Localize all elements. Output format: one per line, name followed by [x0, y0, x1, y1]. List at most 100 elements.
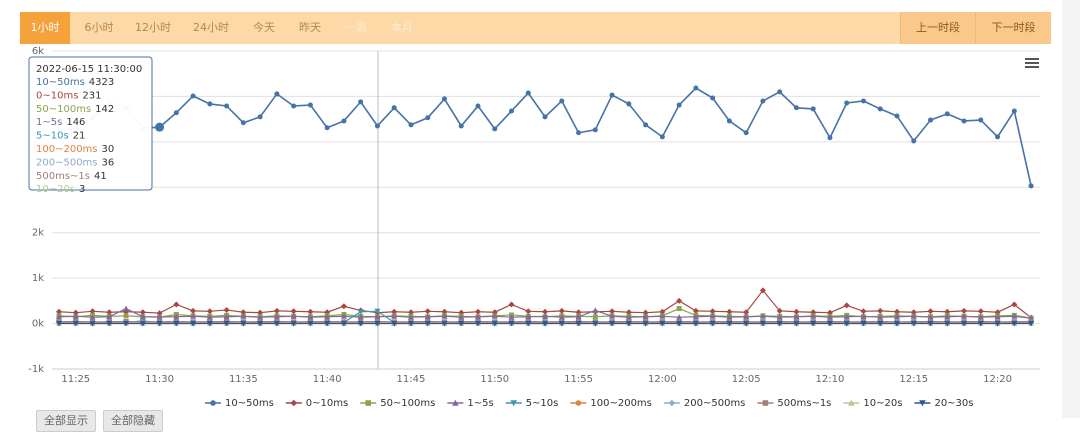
x-tick-label: 12:20 [983, 374, 1012, 385]
tooltip-value: 3 [79, 184, 85, 195]
legend-marker [763, 400, 769, 406]
data-point [877, 308, 883, 314]
data-point [543, 114, 548, 119]
legend-marker [576, 400, 582, 406]
data-point [961, 308, 967, 314]
x-tick-label: 11:50 [480, 374, 509, 385]
data-point [408, 122, 413, 127]
data-point [844, 101, 849, 106]
tooltip-value: 21 [73, 131, 86, 142]
x-tick-label: 11:25 [61, 374, 90, 385]
tooltip-row: 10~50ms 4323 [36, 77, 114, 88]
legend-label: 10~50ms [225, 398, 274, 409]
data-point [626, 101, 631, 106]
legend-label: 1~5s [467, 398, 493, 409]
data-point [173, 301, 179, 307]
tooltip-value: 36 [102, 157, 115, 168]
tooltip-title: 2022-06-15 11:30:00 [36, 64, 142, 75]
toggle-button[interactable]: 全部显示 [36, 410, 96, 432]
data-point [559, 98, 564, 103]
data-point [358, 99, 363, 104]
data-point [442, 96, 447, 101]
data-point [995, 134, 1000, 139]
menu-icon [1025, 66, 1039, 68]
data-point [945, 111, 950, 116]
tooltip-series-name: 50~100ms [36, 104, 91, 115]
data-point [258, 114, 263, 119]
legend-label: 5~10s [526, 398, 559, 409]
data-point [693, 86, 698, 91]
tooltip-series-name: 500ms~1s [36, 171, 90, 182]
data-point [425, 308, 431, 314]
data-point [307, 309, 313, 315]
x-tick-label: 12:15 [899, 374, 928, 385]
y-tick-label: 0k [32, 319, 44, 330]
data-point [593, 127, 598, 132]
data-point [710, 96, 715, 101]
data-point [861, 98, 866, 103]
data-point [878, 106, 883, 111]
data-point [274, 91, 279, 96]
data-point [425, 115, 430, 120]
toggle-button[interactable]: 全部隐藏 [103, 410, 163, 432]
data-point [123, 306, 129, 312]
data-point [476, 103, 481, 108]
data-point [677, 103, 682, 108]
x-tick-label: 11:35 [229, 374, 258, 385]
legend-marker [290, 400, 297, 407]
y-tick-label: 2k [32, 228, 44, 239]
data-point [559, 308, 565, 314]
legend-label: 500ms~1s [777, 398, 831, 409]
chart: -1k0k1k2k3k4k5k6k11:2511:3011:3511:4011:… [0, 0, 1060, 418]
y-tick-label: 1k [32, 273, 44, 284]
scrollbar [1062, 0, 1080, 418]
data-point [978, 118, 983, 123]
tooltip-value: 4323 [89, 77, 114, 88]
data-point [341, 118, 346, 123]
y-tick-label: 6k [32, 46, 44, 57]
data-point [224, 103, 229, 108]
data-point [241, 120, 246, 125]
data-point [744, 130, 749, 135]
tooltip-row: 0~10ms 231 [36, 90, 102, 101]
data-point [291, 103, 296, 108]
tooltip-series-name: 1~5s [36, 117, 62, 128]
data-point [325, 125, 330, 130]
legend-label: 200~500ms [684, 398, 746, 409]
data-point [224, 307, 230, 313]
legend-label: 20~30s [934, 398, 973, 409]
legend-label: 100~200ms [590, 398, 652, 409]
legend-marker [365, 400, 371, 406]
data-point [341, 303, 347, 309]
tooltip-value: 146 [66, 117, 85, 128]
data-point [978, 308, 984, 314]
series-line [59, 88, 1031, 186]
legend-label: 50~100ms [380, 398, 435, 409]
x-tick-label: 12:05 [732, 374, 761, 385]
data-point [610, 93, 615, 98]
tooltip-series-name: 10~50ms [36, 77, 85, 88]
data-point [962, 118, 967, 123]
data-point [643, 122, 648, 127]
data-point [727, 118, 732, 123]
data-point [509, 108, 514, 113]
legend-label: 0~10ms [306, 398, 348, 409]
tooltip-value: 231 [82, 90, 101, 101]
data-point [1012, 108, 1017, 113]
tooltip-series-name: 0~10ms [36, 90, 78, 101]
data-point [308, 103, 313, 108]
x-tick-label: 12:00 [648, 374, 677, 385]
data-point [928, 308, 934, 314]
data-point [827, 135, 832, 140]
data-point [576, 130, 581, 135]
data-point [660, 134, 665, 139]
data-point [928, 118, 933, 123]
data-point [509, 301, 515, 307]
data-point [375, 123, 380, 128]
data-point [392, 105, 397, 110]
